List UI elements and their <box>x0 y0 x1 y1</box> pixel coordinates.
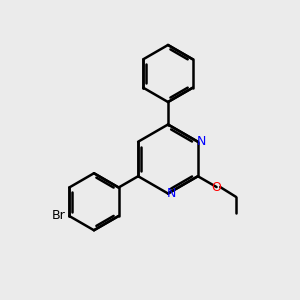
Text: N: N <box>197 135 206 148</box>
Text: Br: Br <box>52 209 66 223</box>
Text: O: O <box>212 181 221 194</box>
Text: N: N <box>167 187 176 200</box>
